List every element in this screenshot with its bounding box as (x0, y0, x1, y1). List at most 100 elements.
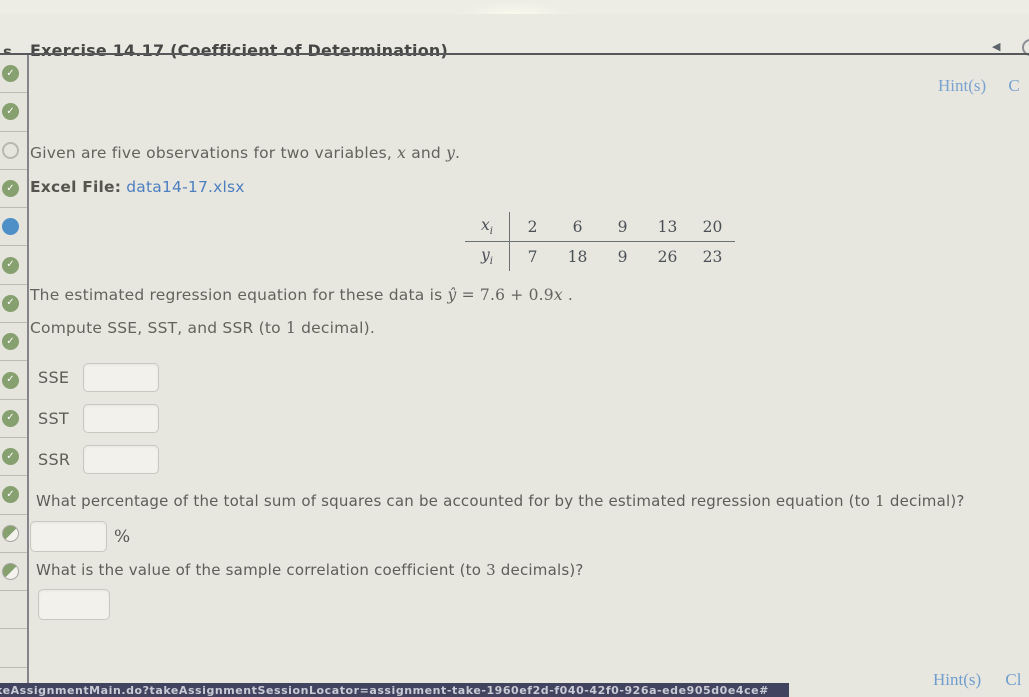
sse-row: SSE (0, 363, 159, 392)
table-cell: 9 (617, 247, 628, 266)
cropped-edge-icon (1022, 39, 1029, 56)
open-status-icon (2, 141, 19, 159)
var-x: x (397, 144, 407, 162)
hint-link-top-row: Hint(s) C (938, 76, 1020, 96)
sidebar-question-cell[interactable]: ✓ (0, 285, 27, 324)
page-title: Exercise 14.17 (Coefficient of Determina… (30, 41, 449, 60)
sst-input[interactable] (83, 404, 159, 433)
sidebar-question-cell[interactable]: ✓ (0, 400, 27, 438)
table-cell: 13 (645, 212, 690, 243)
table-cell: 23 (702, 247, 723, 266)
sidebar-question-cell[interactable]: ✓ (0, 170, 27, 209)
sse-label: SSE (38, 368, 70, 387)
table-row: xi 2 6 9 13 20 (465, 212, 735, 243)
sidebar-question-cell[interactable] (0, 629, 27, 668)
table-cell: 26 (657, 247, 678, 266)
percent-q-suffix: decimal)? (884, 492, 965, 510)
check-status-icon: ✓ (2, 333, 19, 351)
correlation-input[interactable] (38, 589, 110, 620)
y-hat-symbol: ŷ (447, 286, 457, 304)
row-label-y: yi (465, 241, 510, 272)
partial-status-icon (2, 563, 19, 580)
regression-body: = 7.6 + 0.9 (456, 286, 554, 304)
correlation-question: What is the value of the sample correlat… (36, 561, 584, 579)
ssr-row: SSR (0, 445, 159, 474)
percent-input[interactable] (30, 521, 107, 552)
check-status-icon: ✓ (2, 486, 19, 504)
sse-input[interactable] (83, 363, 159, 392)
intro-mid: and (406, 144, 447, 162)
var-y: y (446, 144, 456, 162)
sidebar-question-cell[interactable] (0, 553, 27, 592)
table-cell: 20 (690, 212, 735, 243)
browser-status-bar: keAssignmentMain.do?takeAssignmentSessio… (0, 683, 789, 697)
check-status-icon: ✓ (2, 294, 19, 312)
excel-file-link[interactable]: data14-17.xlsx (126, 178, 245, 196)
hint-link-top[interactable]: Hint(s) (938, 76, 987, 95)
check-status-icon: ✓ (2, 409, 19, 427)
sidebar-question-cell[interactable]: ✓ (0, 323, 27, 362)
status-url-text: keAssignmentMain.do?takeAssignmentSessio… (0, 684, 769, 697)
observations-table: xi 2 6 9 13 20 yi 7 18 9 26 23 (465, 212, 735, 272)
intro-suffix: . (455, 144, 461, 162)
sst-row: SST (0, 404, 159, 433)
ssr-input[interactable] (83, 445, 159, 474)
sidebar-question-cell[interactable]: ✓ (0, 361, 27, 400)
percent-q-num: 1 (875, 492, 885, 510)
check-my-work-cropped-top[interactable]: C (1008, 76, 1020, 95)
sidebar-question-cell[interactable]: ✓ (0, 246, 27, 285)
check-status-icon: ✓ (2, 256, 19, 274)
observations-table-wrap: xi 2 6 9 13 20 yi 7 18 9 26 23 (465, 212, 735, 272)
partial-status-icon (2, 524, 19, 542)
sidebar-question-cell[interactable] (0, 591, 27, 630)
sidebar-question-cell[interactable] (0, 515, 27, 553)
compute-suffix: decimal). (296, 319, 376, 337)
sidebar-question-cell[interactable] (0, 132, 27, 170)
corr-q-num: 3 (486, 561, 496, 579)
current-status-icon (2, 218, 19, 236)
compute-instruction: Compute SSE, SST, and SSR (to 1 decimal)… (30, 319, 375, 337)
sidebar-question-cell[interactable]: ✓ (0, 55, 27, 94)
correlation-answer-row (38, 589, 110, 620)
sst-label: SST (38, 409, 69, 428)
percent-sign: % (114, 526, 131, 547)
intro-prefix: Given are five observations for two vari… (30, 144, 398, 162)
excel-file-label: Excel File: (30, 178, 122, 196)
table-cell: 2 (509, 212, 555, 243)
sidebar-question-cell[interactable]: ✓ (0, 438, 27, 477)
percent-question: What percentage of the total sum of squa… (36, 492, 965, 510)
percent-q-prefix: What percentage of the total sum of squa… (36, 492, 876, 510)
top-strip (0, 0, 1029, 15)
check-status-icon: ✓ (2, 371, 19, 389)
regression-suffix: . (562, 286, 574, 304)
check-my-work-cropped-bottom[interactable]: Cl (1005, 670, 1022, 689)
check-status-icon: ✓ (2, 103, 19, 121)
title-bar: s Exercise 14.17 (Coefficient of Determi… (0, 14, 1029, 61)
table-cell: 18 (567, 247, 588, 266)
compute-num: 1 (285, 319, 296, 337)
hint-link-bottom-row: Hint(s) Cl (933, 670, 1021, 690)
corr-q-suffix: decimals)? (495, 561, 584, 579)
percent-answer-row: % (30, 521, 130, 552)
row-label-x: xi (465, 212, 510, 243)
sidebar-question-cell[interactable]: ✓ (0, 476, 27, 515)
collapse-left-icon[interactable]: ◀ (992, 40, 1001, 53)
question-progress-sidebar: ✓ ✓ ✓ ✓ ✓ ✓ ✓ ✓ ✓ ✓ (0, 55, 29, 684)
sidebar-question-cell[interactable] (0, 208, 27, 247)
edge-cropped-text: s (3, 43, 12, 61)
compute-prefix: Compute SSE, SST, and SSR (to (30, 319, 286, 337)
hint-link-bottom[interactable]: Hint(s) (933, 670, 982, 689)
sidebar-question-cell[interactable]: ✓ (0, 93, 27, 132)
check-status-icon: ✓ (2, 180, 19, 198)
regression-prefix: The estimated regression equation for th… (30, 286, 448, 304)
table-cell: 7 (527, 247, 538, 266)
check-status-icon: ✓ (2, 448, 19, 466)
title-divider (0, 53, 1029, 55)
regression-equation-line: The estimated regression equation for th… (30, 286, 573, 304)
ssr-label: SSR (38, 450, 71, 469)
intro-text: Given are five observations for two vari… (30, 144, 460, 162)
table-cell: 9 (600, 212, 645, 243)
regression-x: x (553, 286, 563, 304)
excel-file-line: Excel File: data14-17.xlsx (30, 178, 245, 196)
